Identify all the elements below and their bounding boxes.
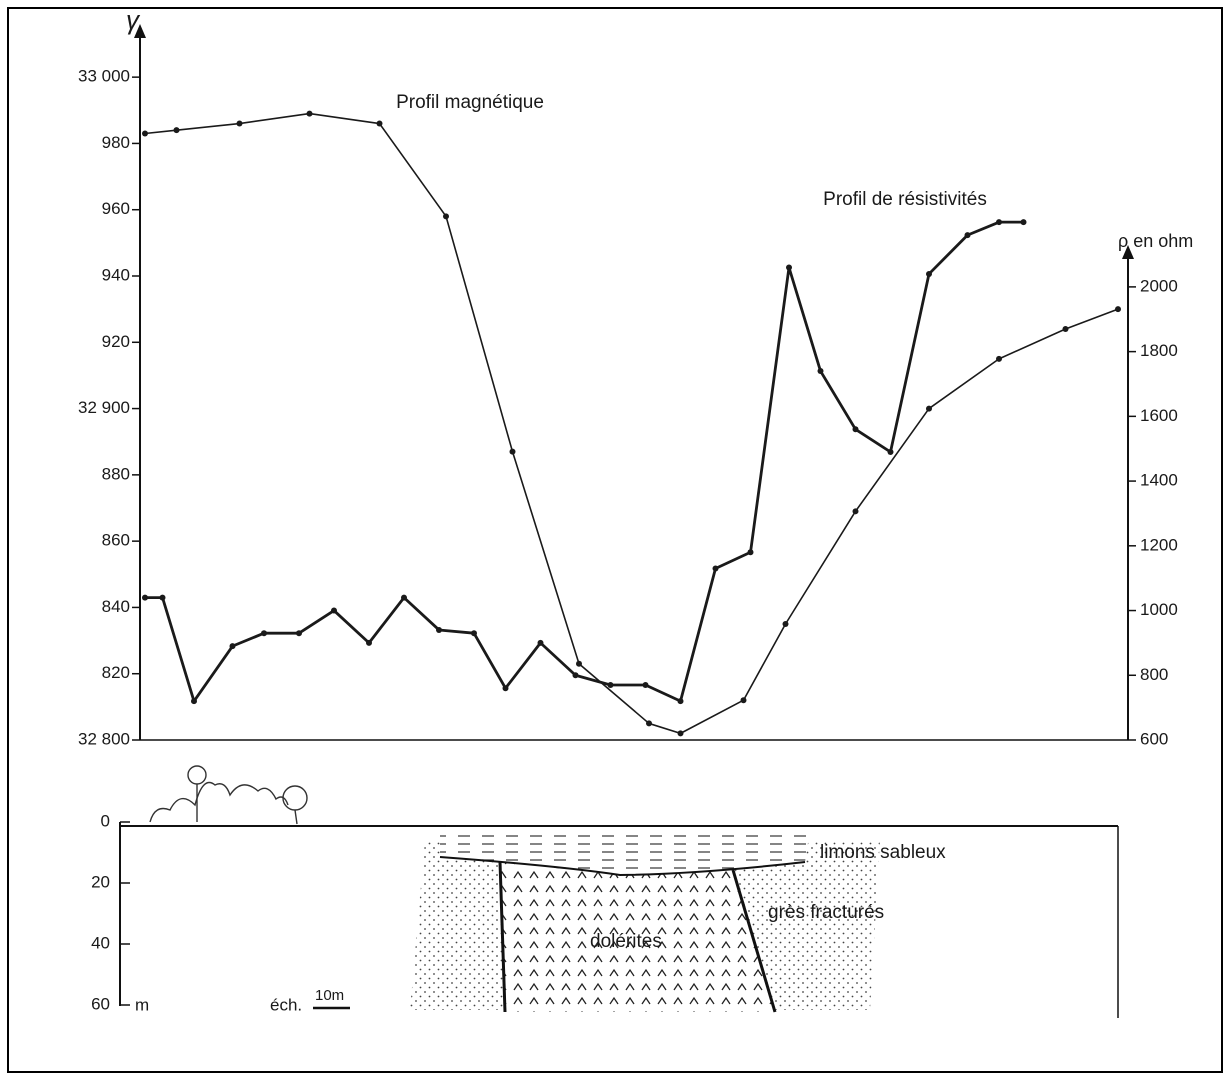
data-point [996,219,1002,226]
data-point [646,720,652,727]
data-point [443,213,449,220]
data-point [852,426,859,433]
data-point [436,626,442,633]
data-point [852,508,859,515]
data-point [712,565,719,572]
data-point [509,448,516,455]
y2-axis-label: ρ en ohm [1118,231,1193,251]
data-point [191,698,197,705]
data-point [996,355,1002,362]
axis-arrow [1122,245,1134,259]
series-label: Profil magnétique [396,92,544,113]
data-point [401,594,407,601]
data-point [1020,219,1027,226]
data-point [376,120,383,127]
depth-tick-label: 40 [91,933,110,952]
depth-tick-label: 0 [101,811,110,830]
data-point [747,549,754,556]
vegetation [149,765,308,825]
series-label: Profil de résistivités [823,189,987,210]
data-point [306,110,313,117]
y-tick-label: 32 900 [78,398,130,417]
data-point [786,264,792,271]
data-point [366,639,372,646]
silt-base [439,856,806,877]
data-point [964,232,971,239]
y-tick-label: 940 [102,265,130,284]
y2-tick-label: 1600 [1140,406,1178,425]
y-tick-label: 33 000 [78,67,130,86]
data-point [740,697,747,704]
y2-tick-label: 800 [1140,665,1168,684]
dolerite [500,862,775,1012]
depth-tick-label: 20 [91,872,110,891]
layer-label: dolérites [590,931,662,952]
data-point [817,368,824,375]
data-point [572,672,579,679]
data-point [537,639,544,646]
data-point [173,127,180,134]
y-tick-label: 880 [102,464,130,483]
y-tick-label: 32 800 [78,729,130,748]
data-point [1115,306,1121,313]
fault [498,861,507,1013]
y-tick-label: 980 [102,133,130,152]
data-point [642,681,649,688]
data-point [261,630,267,637]
data-point [331,607,337,614]
y2-tick-label: 1000 [1140,600,1178,619]
layer-label: limons sableux [820,842,946,863]
data-point [296,630,302,637]
y2-tick-label: 1800 [1140,341,1178,360]
data-point [607,681,614,688]
fault [731,869,777,1013]
data-point [236,120,243,127]
data-point [887,448,894,455]
data-point [782,621,789,627]
y2-tick-label: 1200 [1140,535,1178,554]
axis-arrow [134,24,146,38]
scale-length: 10m [315,987,344,1004]
data-point [677,730,684,737]
data-point [1062,326,1069,333]
data-point [926,405,932,412]
data-point [576,660,582,667]
frame [7,7,1223,1073]
data-point [142,594,148,601]
y2-tick-label: 600 [1140,729,1168,748]
depth-unit: m [135,995,149,1014]
silt [440,830,810,875]
y2-tick-label: 1400 [1140,471,1178,490]
y-tick-label: 960 [102,199,130,218]
data-point [926,270,932,277]
cross-section: m éch. 10m limons sableux grès fracturés… [119,765,1119,1018]
depth-tick-label: 60 [91,994,110,1013]
data-point [159,594,166,601]
y-tick-label: 860 [102,531,130,550]
data-point [471,630,477,637]
data-point [502,685,509,692]
scale-label: éch. [270,995,302,1014]
y-tick-label: 840 [102,597,130,616]
layer-label: grès fracturés [768,902,884,923]
y-tick-label: 820 [102,663,130,682]
y-tick-label: 920 [102,332,130,351]
data-point [142,130,148,137]
y-axis-label: γ [126,5,141,35]
data-point [677,698,684,705]
y2-tick-label: 2000 [1140,276,1178,295]
data-point [229,643,236,650]
